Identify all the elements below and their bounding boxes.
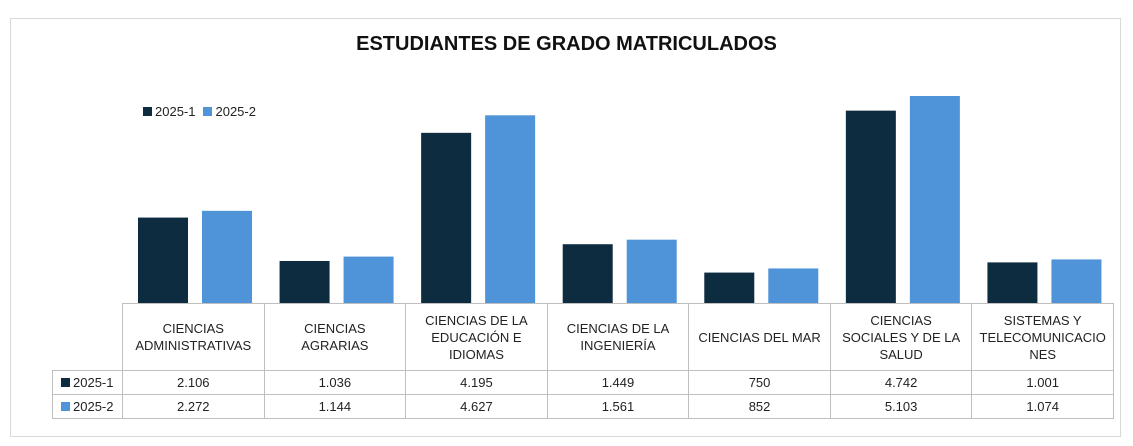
- bar: [202, 210, 252, 303]
- bar: [704, 272, 755, 303]
- bar: [421, 132, 472, 303]
- data-cell: 4.195: [405, 370, 548, 395]
- category-header: CIENCIAS AGRARIAS: [263, 303, 407, 371]
- legend-item: 2025-1: [143, 104, 195, 119]
- data-cell: 750: [688, 370, 831, 395]
- data-cell: 5.103: [829, 394, 973, 419]
- data-cell: 1.144: [263, 394, 407, 419]
- data-cell: 1.074: [971, 394, 1114, 419]
- data-cell: 1.561: [546, 394, 690, 419]
- series-label: 2025-1: [73, 375, 114, 390]
- category-header: CIENCIAS DE LA EDUCACIÓN E IDIOMAS: [405, 303, 548, 371]
- category-header: SISTEMAS Y TELECOMUNICACIONES: [971, 303, 1114, 371]
- category-header: CIENCIAS SOCIALES Y DE LA SALUD: [829, 303, 973, 371]
- legend-label: 2025-2: [215, 104, 256, 119]
- data-cell: 1.036: [263, 370, 407, 395]
- data-cell: 1.001: [971, 370, 1114, 395]
- category-header: CIENCIAS DEL MAR: [688, 303, 831, 371]
- legend-swatch: [61, 378, 70, 387]
- data-cell: 2.106: [122, 370, 265, 395]
- bar: [845, 110, 896, 303]
- legend: 2025-1 2025-2: [143, 104, 256, 119]
- legend-swatch: [203, 107, 213, 116]
- bar: [485, 115, 536, 303]
- bar: [343, 256, 394, 303]
- category-header: CIENCIAS ADMINISTRATIVAS: [122, 303, 265, 371]
- series-row-header: 2025-2: [52, 394, 123, 419]
- bar: [987, 262, 1038, 303]
- data-cell: 4.742: [829, 370, 973, 395]
- data-cell: 1.449: [546, 370, 690, 395]
- bar: [909, 96, 960, 303]
- bar: [768, 268, 819, 303]
- chart-frame: [10, 18, 1121, 437]
- legend-swatch: [143, 107, 152, 116]
- bar: [626, 239, 677, 303]
- chart-title: ESTUDIANTES DE GRADO MATRICULADOS: [356, 33, 777, 55]
- series-label: 2025-2: [73, 399, 114, 414]
- bar: [279, 260, 330, 303]
- bar: [1051, 259, 1102, 303]
- data-cell: 4.627: [405, 394, 548, 419]
- data-cell: 2.272: [122, 394, 265, 419]
- bar: [562, 244, 613, 303]
- legend-item: 2025-2: [203, 104, 256, 119]
- data-cell: 852: [688, 394, 831, 419]
- legend-swatch: [61, 402, 70, 411]
- series-row-header: 2025-1: [52, 370, 123, 395]
- legend-label: 2025-1: [155, 104, 196, 119]
- bar: [138, 217, 188, 303]
- category-header: CIENCIAS DE LA INGENIERÍA: [546, 303, 690, 371]
